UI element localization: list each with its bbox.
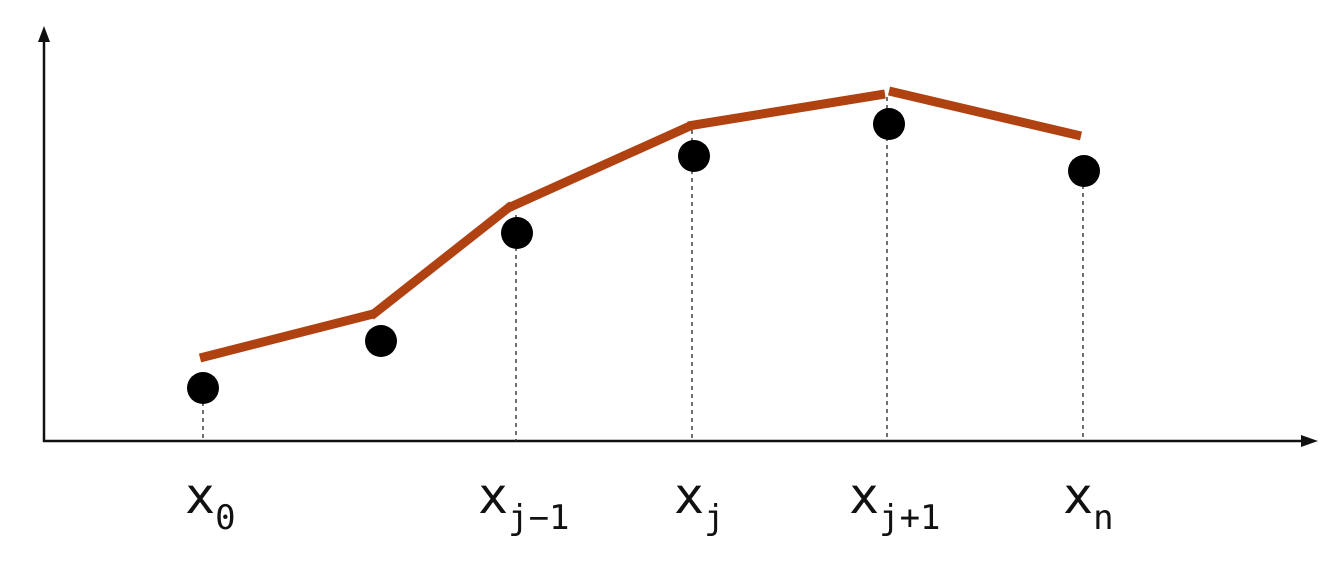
label-xj-1: xj−1 xyxy=(478,467,570,538)
data-point xyxy=(873,108,905,140)
y-axis-arrowhead xyxy=(38,26,50,42)
label-xn: xn xyxy=(1063,467,1114,538)
data-point xyxy=(365,325,397,357)
label-x0: x0 xyxy=(185,467,236,538)
line-segment xyxy=(506,121,692,213)
guide-lines xyxy=(202,97,1084,441)
data-point xyxy=(187,372,219,404)
line-segment xyxy=(198,309,375,363)
piecewise-linear-curve xyxy=(198,86,1083,363)
data-point xyxy=(678,140,710,172)
data-point xyxy=(501,217,533,249)
data-points xyxy=(187,108,1100,404)
line-segment xyxy=(687,89,886,131)
line-segment xyxy=(368,201,515,320)
x-axis-arrowhead xyxy=(1301,435,1318,447)
data-point xyxy=(1068,155,1100,187)
label-xj: xj xyxy=(674,467,725,538)
line-segment xyxy=(887,86,1083,141)
label-xj+1: xj+1 xyxy=(849,467,941,538)
